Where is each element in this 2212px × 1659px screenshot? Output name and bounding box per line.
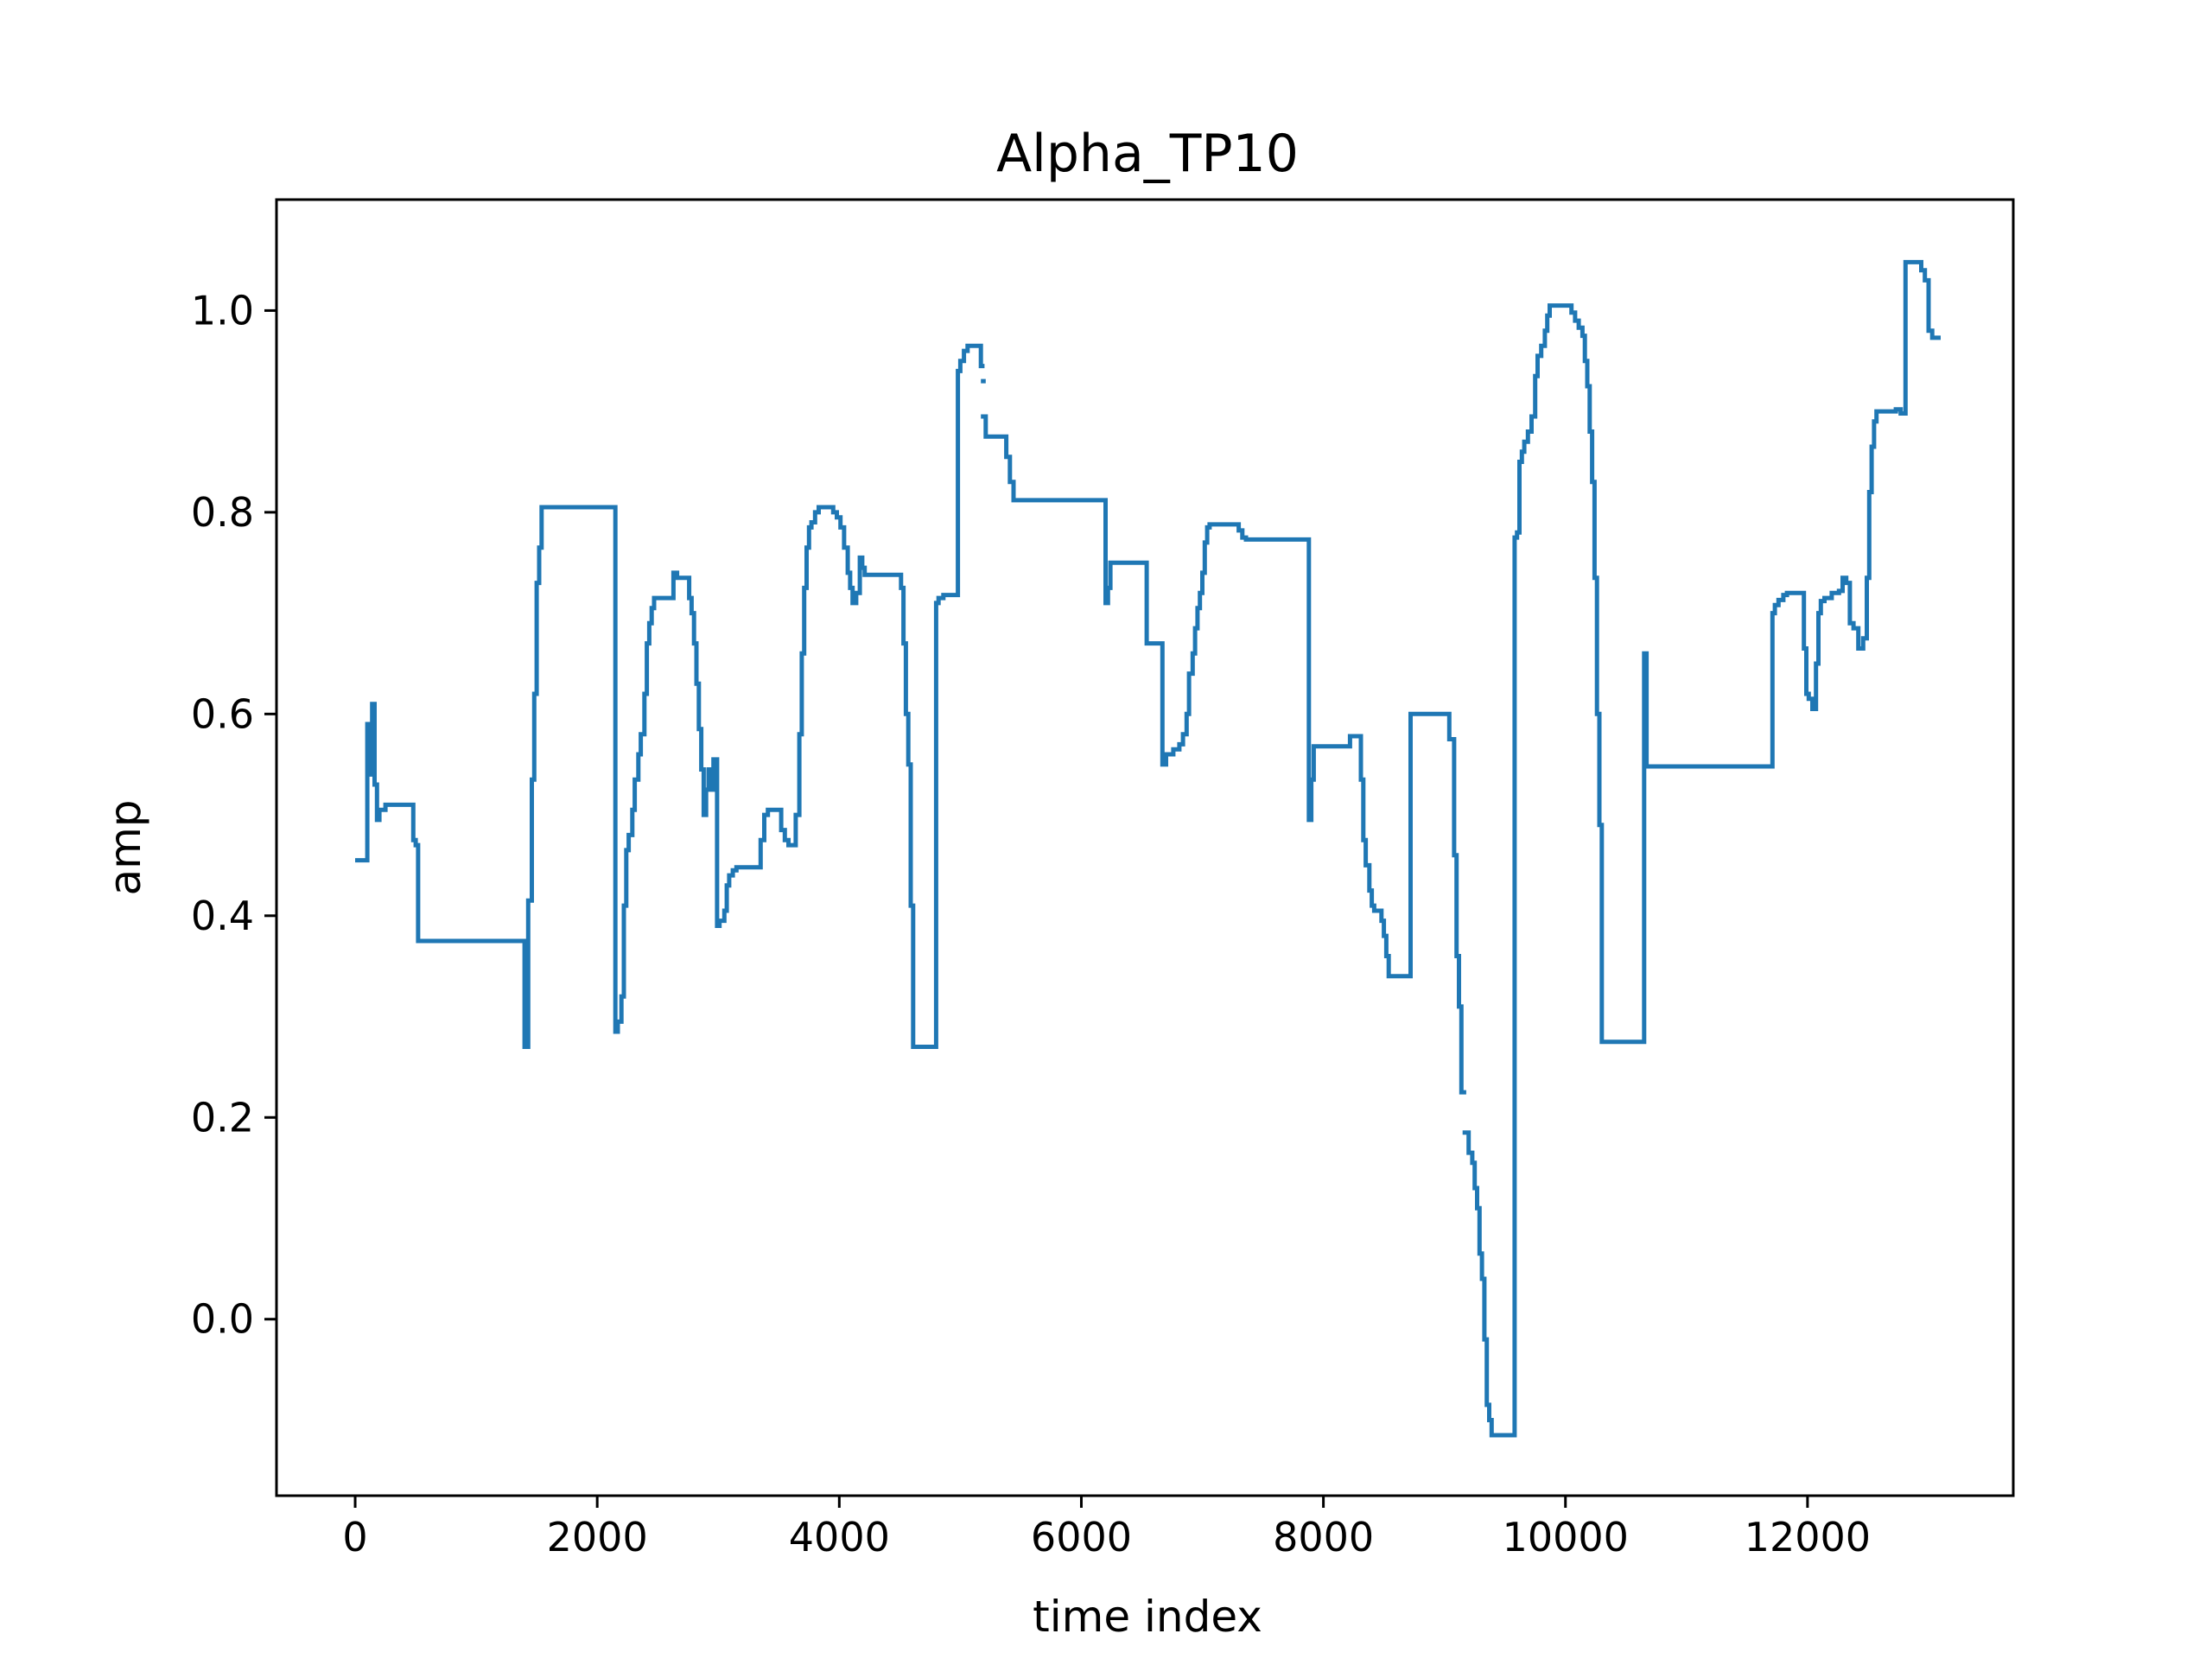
x-axis-label: time index <box>1033 1592 1262 1642</box>
plot-frame <box>275 198 2015 1497</box>
series-line-segment <box>981 414 1466 1095</box>
series-group <box>355 259 1941 1438</box>
series-line-segment <box>1462 259 1941 1438</box>
x-tick-label: 6000 <box>1031 1514 1132 1560</box>
y-tick-label: 1.0 <box>191 287 254 334</box>
y-tick-label: 0.0 <box>191 1296 254 1343</box>
x-tick-label: 10000 <box>1503 1514 1629 1560</box>
chart-title: Alpha_TP10 <box>996 124 1299 184</box>
x-tick-label: 8000 <box>1273 1514 1374 1560</box>
y-tick-label: 0.4 <box>191 893 254 939</box>
y-tick-label: 0.2 <box>191 1094 254 1141</box>
y-axis: 0.0 0.2 0.4 0.6 0.8 1.0 <box>191 287 276 1343</box>
y-tick-label: 0.8 <box>191 489 254 536</box>
y-axis-label: amp <box>100 799 150 895</box>
x-tick-label: 2000 <box>547 1514 648 1560</box>
x-tick-label: 4000 <box>789 1514 890 1560</box>
series-line-segment <box>355 343 985 1049</box>
x-tick-label: 12000 <box>1745 1514 1871 1560</box>
y-tick-label: 0.6 <box>191 690 254 737</box>
x-tick-label: 0 <box>342 1514 367 1560</box>
x-axis: 0 2000 4000 6000 8000 10000 12000 <box>342 1496 1871 1560</box>
